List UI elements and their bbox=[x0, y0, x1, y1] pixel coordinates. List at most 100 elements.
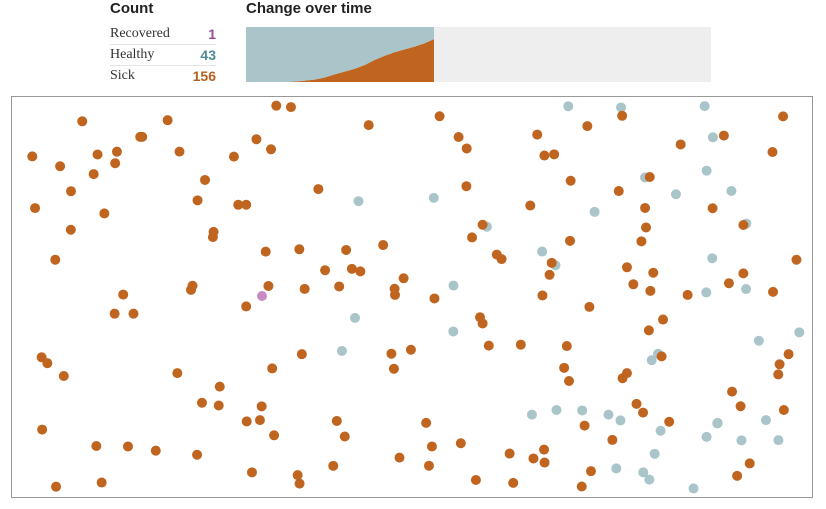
person-dot bbox=[515, 339, 526, 350]
person-dot bbox=[735, 401, 746, 412]
count-table: Recovered 1 Healthy 43 Sick 156 bbox=[110, 24, 216, 86]
person-dot bbox=[621, 368, 632, 379]
person-dot bbox=[434, 111, 445, 122]
person-dot bbox=[707, 253, 718, 264]
person-dot bbox=[539, 444, 550, 455]
person-dot bbox=[636, 236, 647, 247]
person-dot bbox=[621, 262, 632, 273]
person-dot bbox=[576, 481, 587, 492]
count-row: Sick 156 bbox=[110, 66, 216, 86]
person-dot bbox=[670, 189, 681, 200]
person-dot bbox=[346, 263, 357, 274]
person-dot bbox=[421, 417, 432, 428]
person-dot bbox=[579, 420, 590, 431]
person-dot bbox=[773, 369, 784, 380]
person-dot bbox=[744, 458, 755, 469]
person-dot bbox=[66, 186, 77, 197]
person-dot bbox=[726, 185, 737, 196]
person-dot bbox=[644, 474, 655, 485]
person-dot bbox=[537, 290, 548, 301]
person-dot bbox=[353, 196, 364, 207]
person-dot bbox=[455, 438, 466, 449]
person-dot bbox=[185, 284, 196, 295]
person-dot bbox=[712, 417, 723, 428]
person-dot bbox=[616, 102, 627, 113]
person-dot bbox=[564, 375, 575, 386]
person-dot bbox=[589, 206, 600, 217]
person-dot bbox=[483, 340, 494, 351]
person-dot bbox=[77, 116, 88, 127]
person-dot bbox=[603, 409, 614, 420]
person-dot bbox=[405, 344, 416, 355]
person-dot bbox=[526, 409, 537, 420]
person-dot bbox=[58, 371, 69, 382]
person-dot bbox=[285, 102, 296, 113]
count-label: Recovered bbox=[110, 26, 170, 41]
person-dot bbox=[611, 463, 622, 474]
person-dot bbox=[241, 199, 252, 210]
person-dot bbox=[260, 246, 271, 257]
person-dot bbox=[228, 151, 239, 162]
person-dot bbox=[707, 203, 718, 214]
person-dot bbox=[701, 287, 712, 298]
person-dot bbox=[701, 431, 712, 442]
person-dot bbox=[266, 144, 277, 155]
person-dot bbox=[55, 161, 66, 172]
person-dot bbox=[644, 171, 655, 182]
person-dot bbox=[336, 345, 347, 356]
person-dot bbox=[658, 314, 669, 325]
person-dot bbox=[192, 449, 203, 460]
person-dot bbox=[263, 280, 274, 291]
person-dot bbox=[783, 349, 794, 360]
person-dot bbox=[470, 474, 481, 485]
person-dot bbox=[768, 286, 779, 297]
person-dot bbox=[794, 327, 805, 338]
person-dot bbox=[453, 131, 464, 142]
person-dot bbox=[701, 165, 712, 176]
person-dot bbox=[174, 146, 185, 157]
person-dot bbox=[429, 293, 440, 304]
person-dot bbox=[378, 240, 389, 251]
person-dot bbox=[355, 266, 366, 277]
person-dot bbox=[339, 431, 350, 442]
person-dot bbox=[88, 169, 99, 180]
person-dot bbox=[615, 415, 626, 426]
person-dot bbox=[738, 220, 749, 231]
person-dot bbox=[256, 401, 267, 412]
person-dot bbox=[350, 312, 361, 323]
person-dot bbox=[767, 147, 778, 158]
person-dot bbox=[741, 284, 752, 295]
person-dot bbox=[150, 445, 161, 456]
person-dot bbox=[688, 483, 699, 494]
person-dot bbox=[331, 415, 342, 426]
count-value: 156 bbox=[192, 68, 216, 84]
person-dot bbox=[563, 101, 574, 112]
person-dot bbox=[707, 132, 718, 143]
area bbox=[246, 27, 434, 82]
person-dot bbox=[99, 208, 110, 219]
person-dot bbox=[773, 435, 784, 446]
person-dot bbox=[233, 199, 244, 210]
person-dot bbox=[645, 285, 656, 296]
person-dot bbox=[394, 452, 405, 463]
person-dot bbox=[525, 200, 536, 211]
person-dot bbox=[91, 441, 102, 452]
person-dot bbox=[528, 453, 539, 464]
count-value: 1 bbox=[208, 26, 216, 42]
person-dot bbox=[778, 111, 789, 122]
person-dot bbox=[294, 244, 305, 255]
count-row: Healthy 43 bbox=[110, 45, 216, 66]
person-dot bbox=[477, 219, 488, 230]
person-dot bbox=[682, 289, 693, 300]
person-dot bbox=[199, 174, 210, 185]
person-dot bbox=[388, 363, 399, 374]
person-dot bbox=[544, 269, 555, 280]
person-dot bbox=[51, 481, 62, 492]
person-dot bbox=[92, 149, 103, 160]
person-dot bbox=[109, 308, 120, 319]
person-dot bbox=[565, 235, 576, 246]
person-dot bbox=[110, 158, 121, 169]
person-dot bbox=[477, 318, 488, 329]
person-dot bbox=[613, 186, 624, 197]
